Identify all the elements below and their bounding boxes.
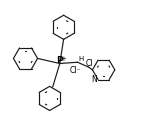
Text: +: +	[60, 56, 66, 62]
Text: Cl⁻: Cl⁻	[69, 66, 81, 75]
Text: H: H	[79, 56, 84, 62]
Text: Cl: Cl	[86, 59, 93, 68]
Text: P: P	[56, 56, 62, 65]
Text: N: N	[92, 75, 97, 84]
